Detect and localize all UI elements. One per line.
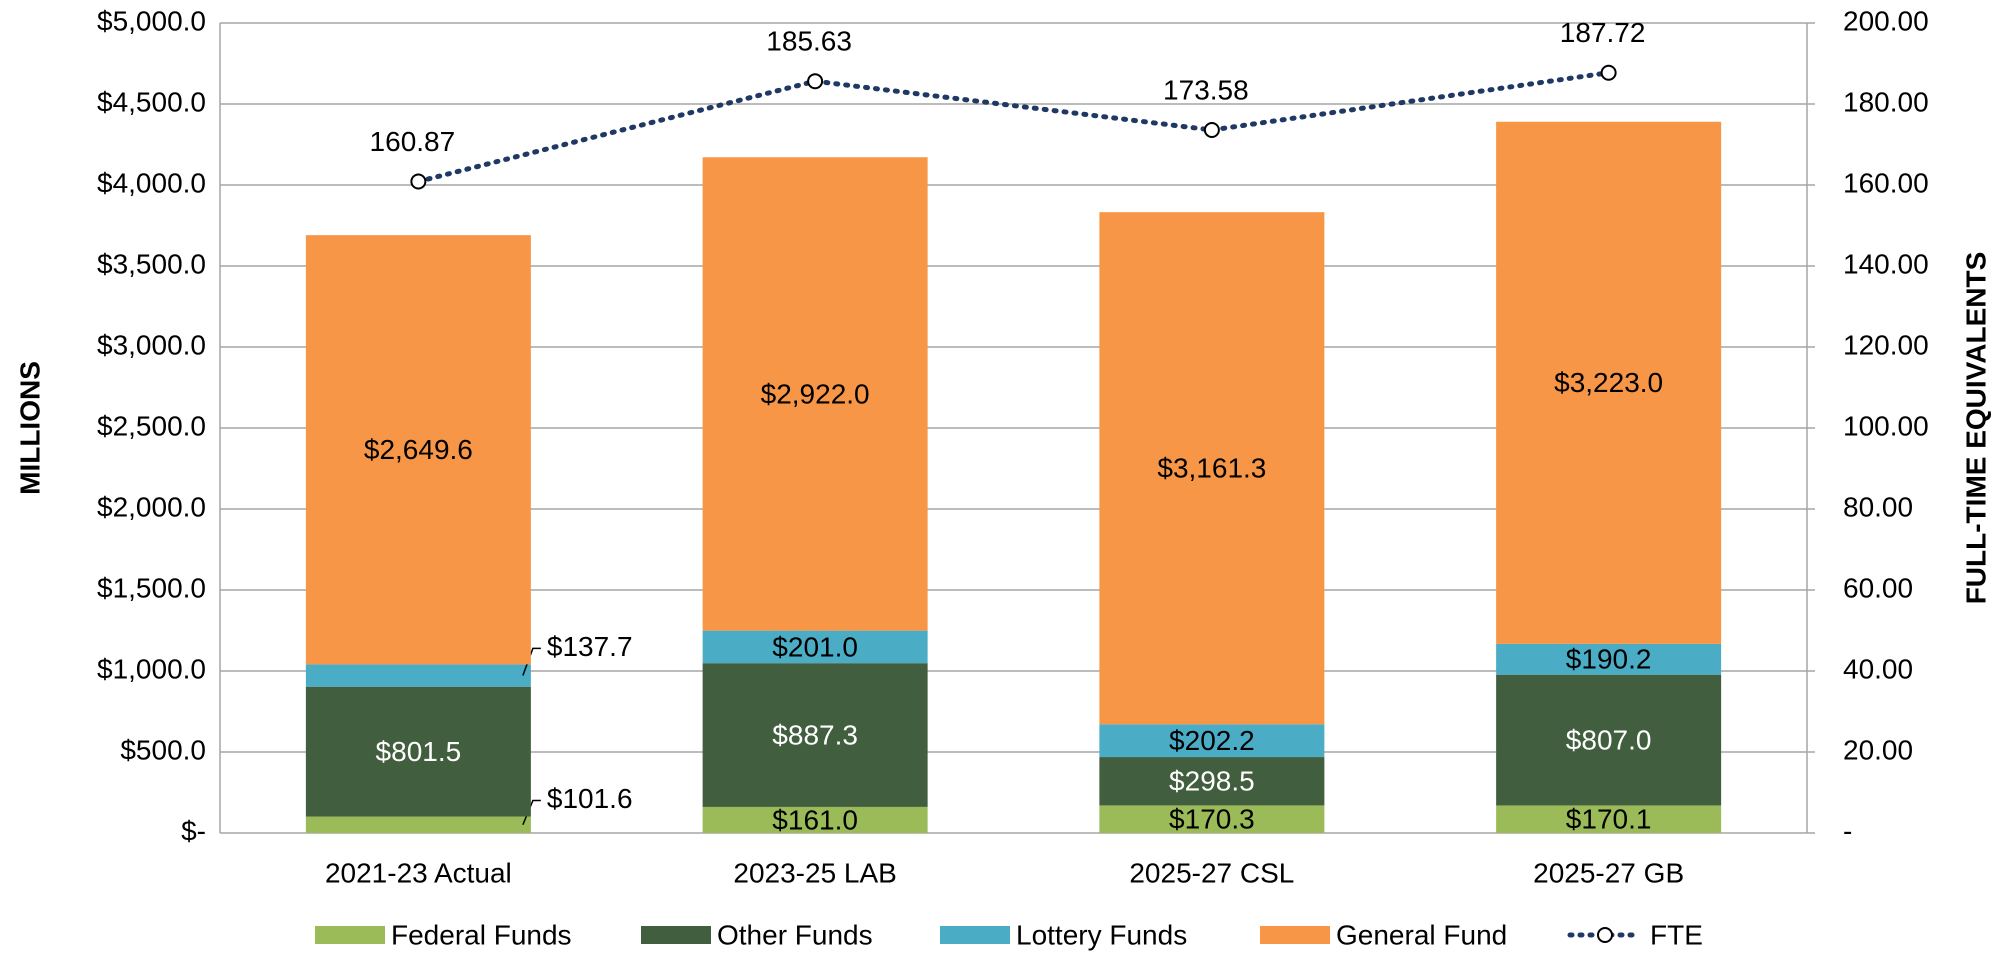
legend-swatch [315, 926, 385, 944]
x-tick-label: 2025-27 CSL [1129, 857, 1294, 888]
bar-segment [1099, 724, 1325, 758]
data-label: 187.72 [1560, 17, 1646, 48]
y-tick-label: $1,000.0 [97, 653, 206, 684]
leader-line [522, 647, 541, 676]
y2-tick-label: 80.00 [1843, 491, 1913, 522]
bar-segment [1496, 643, 1722, 675]
y2-tick-label: - [1843, 815, 1852, 846]
legend-swatch [1597, 927, 1613, 943]
data-label: $137.7 [547, 631, 633, 662]
legend-swatch [1260, 926, 1330, 944]
bar-segment [1496, 674, 1722, 806]
y2-tick-label: 60.00 [1843, 572, 1913, 603]
data-label: $3,161.3 [1157, 453, 1266, 484]
bar-segment [1099, 805, 1325, 833]
x-tick-label: 2021-23 Actual [325, 857, 512, 888]
y-tick-label: $5,000.0 [97, 5, 206, 36]
y-tick-label: $- [181, 815, 206, 846]
legend-label: FTE [1650, 919, 1703, 950]
legend-label: Lottery Funds [1016, 919, 1187, 950]
y-tick-label: $4,000.0 [97, 167, 206, 198]
bar-segment [702, 157, 928, 631]
fte-marker [1203, 122, 1220, 139]
bar-segment [305, 816, 531, 833]
y-tick-label: $4,500.0 [97, 86, 206, 117]
data-label: 160.87 [370, 126, 456, 157]
data-label: $2,922.0 [761, 378, 870, 409]
data-label: 173.58 [1163, 74, 1249, 105]
legend-label: Federal Funds [391, 919, 572, 950]
data-label: $807.0 [1566, 724, 1652, 755]
data-label: $298.5 [1169, 766, 1255, 797]
y2-tick-label: 20.00 [1843, 734, 1913, 765]
bar-segment [1496, 121, 1722, 644]
y2-tick-label: 40.00 [1843, 653, 1913, 684]
y2-axis-title: FULL-TIME EQUIVALENTS [1960, 252, 1991, 605]
x-tick-label: 2025-27 GB [1533, 857, 1684, 888]
data-label: $202.2 [1169, 725, 1255, 756]
bar-segment [702, 806, 928, 833]
data-label: 185.63 [766, 26, 852, 57]
data-label: $801.5 [376, 736, 462, 767]
bar-segment [305, 664, 531, 687]
y-tick-label: $3,500.0 [97, 248, 206, 279]
y2-tick-label: 140.00 [1843, 248, 1929, 279]
fte-marker [807, 73, 824, 90]
bar-segment [1099, 212, 1325, 725]
fte-marker [1600, 64, 1617, 81]
fte-marker [410, 173, 427, 190]
bar-segment [1099, 757, 1325, 806]
bar-segment [1496, 805, 1722, 833]
y2-tick-label: 120.00 [1843, 329, 1929, 360]
legend-label: General Fund [1336, 919, 1507, 950]
leader-line [522, 799, 541, 826]
data-label: $3,223.0 [1554, 367, 1663, 398]
y2-tick-label: 100.00 [1843, 410, 1929, 441]
y-tick-label: $1,500.0 [97, 572, 206, 603]
y-tick-label: $2,500.0 [97, 410, 206, 441]
legend-label: Other Funds [717, 919, 873, 950]
legend-swatch [940, 926, 1010, 944]
data-label: $170.3 [1169, 804, 1255, 835]
data-label: $201.0 [772, 631, 858, 662]
bar-segment [702, 663, 928, 807]
x-tick-label: 2023-25 LAB [733, 857, 896, 888]
y2-tick-label: 160.00 [1843, 167, 1929, 198]
bar-segment [305, 686, 531, 817]
y-tick-label: $3,000.0 [97, 329, 206, 360]
bar-segment [305, 235, 531, 665]
data-label: $2,649.6 [364, 434, 473, 465]
y-axis-title: MILLIONS [14, 361, 45, 495]
legend-swatch [641, 926, 711, 944]
y-tick-label: $2,000.0 [97, 491, 206, 522]
y-tick-label: $500.0 [120, 734, 206, 765]
data-label: $101.6 [547, 783, 633, 814]
data-label: $887.3 [772, 719, 858, 750]
data-label: $190.2 [1566, 644, 1652, 675]
fte-line [415, 70, 1612, 184]
y2-tick-label: 180.00 [1843, 86, 1929, 117]
data-label: $161.0 [772, 804, 858, 835]
y2-tick-label: 200.00 [1843, 5, 1929, 36]
bar-segment [702, 630, 928, 664]
data-label: $170.1 [1566, 804, 1652, 835]
